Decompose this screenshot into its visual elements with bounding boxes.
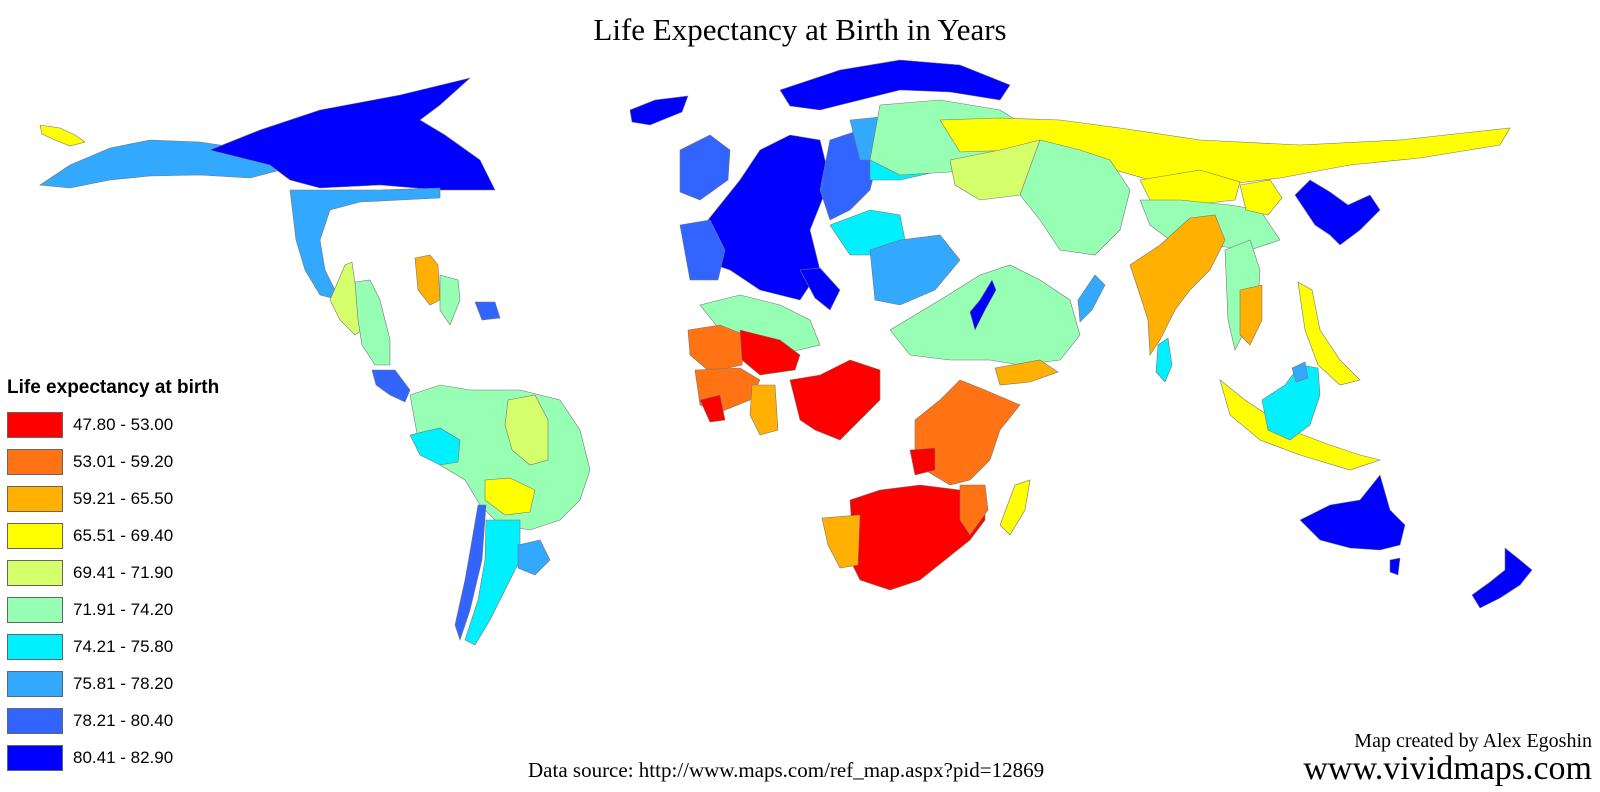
legend: Life expectancy at birth 47.80 - 53.00 5… bbox=[7, 377, 267, 781]
legend-item: 53.01 - 59.20 bbox=[7, 448, 267, 475]
legend-swatch bbox=[7, 522, 63, 549]
legend-swatch bbox=[7, 559, 63, 586]
region-greenland bbox=[39, 124, 86, 147]
legend-label: 75.81 - 78.20 bbox=[73, 673, 174, 693]
legend-label: 78.21 - 80.40 bbox=[73, 710, 174, 730]
legend-swatch bbox=[7, 596, 63, 623]
legend-item: 65.51 - 69.40 bbox=[7, 522, 267, 549]
legend-swatch bbox=[7, 485, 63, 512]
legend-item: 80.41 - 82.90 bbox=[7, 744, 267, 771]
legend-title: Life expectancy at birth bbox=[7, 377, 220, 398]
region-india bbox=[1129, 214, 1226, 356]
region-usa bbox=[289, 187, 441, 301]
legend-label: 74.21 - 75.80 bbox=[73, 636, 174, 656]
legend-swatch bbox=[7, 707, 63, 734]
region-west-africa-a bbox=[687, 324, 746, 373]
region-argentina bbox=[464, 519, 521, 646]
legend-swatch bbox=[7, 744, 63, 771]
region-puerto-rico bbox=[474, 301, 501, 321]
legend-label: 53.01 - 59.20 bbox=[73, 451, 174, 471]
region-myanmar bbox=[1239, 284, 1263, 346]
region-central-asia bbox=[1019, 139, 1131, 256]
region-gulf bbox=[1077, 274, 1106, 323]
region-uruguay bbox=[517, 539, 551, 576]
region-chile bbox=[454, 504, 487, 641]
legend-item: 75.81 - 78.20 bbox=[7, 670, 267, 697]
legend-item: 47.80 - 53.00 bbox=[7, 411, 267, 438]
region-tasmania bbox=[1389, 557, 1401, 576]
legend-label: 71.91 - 74.20 bbox=[73, 599, 174, 619]
region-italy bbox=[799, 267, 841, 311]
region-ghana bbox=[749, 384, 779, 436]
region-caribbean bbox=[439, 274, 461, 326]
legend-item: 59.21 - 65.50 bbox=[7, 485, 267, 512]
region-brunei bbox=[1291, 361, 1309, 383]
legend-swatch bbox=[7, 633, 63, 660]
legend-item: 78.21 - 80.40 bbox=[7, 707, 267, 734]
legend-swatch bbox=[7, 670, 63, 697]
region-spain bbox=[679, 219, 726, 281]
region-iceland bbox=[629, 95, 689, 126]
region-mozambique bbox=[959, 484, 989, 536]
legend-label: 80.41 - 82.90 bbox=[73, 747, 174, 767]
region-philippines bbox=[1297, 281, 1361, 386]
region-madagascar bbox=[999, 479, 1031, 536]
region-scandinavia bbox=[779, 59, 1011, 111]
region-west-africa-b bbox=[739, 329, 801, 376]
map-title: Life Expectancy at Birth in Years bbox=[593, 12, 1007, 47]
region-malaysia bbox=[1261, 364, 1321, 441]
data-source: Data source: http://www.maps.com/ref_map… bbox=[528, 758, 1045, 782]
map-credit: Map created by Alex Egoshin bbox=[1354, 730, 1592, 752]
region-ecuador bbox=[409, 427, 461, 466]
legend-label: 47.80 - 53.00 bbox=[73, 414, 174, 434]
region-central-africa bbox=[909, 447, 936, 476]
region-turkey bbox=[869, 234, 961, 306]
region-western-europe bbox=[699, 134, 831, 301]
region-liberia bbox=[699, 394, 726, 423]
region-panama-costarica bbox=[371, 369, 411, 403]
region-cuba bbox=[414, 254, 441, 306]
legend-label: 59.21 - 65.50 bbox=[73, 488, 174, 508]
region-sri-lanka bbox=[1155, 337, 1173, 383]
legend-item: 71.91 - 74.20 bbox=[7, 596, 267, 623]
legend-swatch bbox=[7, 448, 63, 475]
region-canada bbox=[209, 77, 496, 191]
legend-label: 65.51 - 69.40 bbox=[73, 525, 174, 545]
legend-label: 69.41 - 71.90 bbox=[73, 562, 174, 582]
region-nigeria bbox=[789, 359, 881, 441]
legend-swatch bbox=[7, 411, 63, 438]
region-central-america bbox=[354, 279, 391, 366]
site-url: www.vividmaps.com bbox=[1303, 750, 1592, 787]
region-israel bbox=[969, 279, 997, 331]
region-namibia bbox=[821, 514, 861, 569]
region-new-zealand bbox=[1471, 547, 1533, 609]
legend-item: 69.41 - 71.90 bbox=[7, 559, 267, 586]
region-korea bbox=[1239, 179, 1283, 216]
region-yemen bbox=[994, 359, 1059, 386]
region-middle-east bbox=[889, 264, 1081, 366]
legend-item: 74.21 - 75.80 bbox=[7, 633, 267, 660]
region-australia bbox=[1299, 474, 1406, 551]
region-japan bbox=[1294, 179, 1381, 246]
region-bolivia bbox=[484, 477, 536, 516]
region-uk-ireland bbox=[679, 134, 731, 201]
region-brazil-north bbox=[504, 394, 549, 466]
